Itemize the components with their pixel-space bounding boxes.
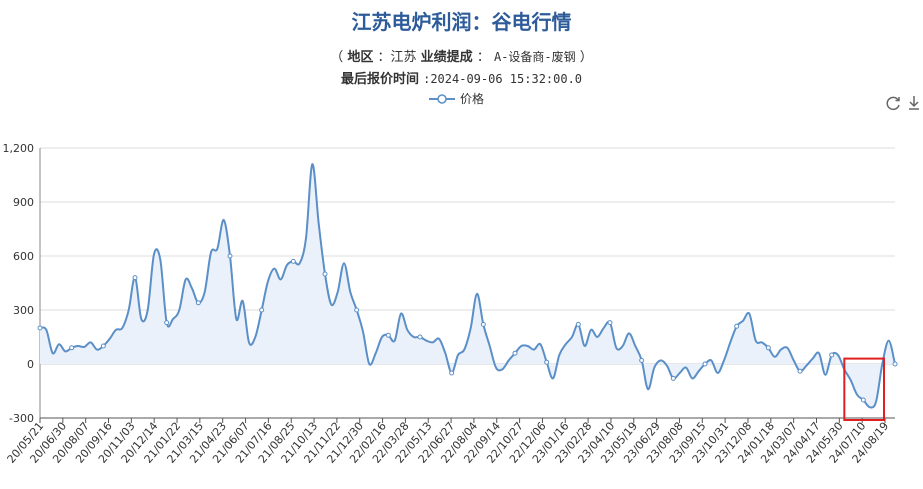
data-point xyxy=(385,332,391,338)
y-tick-label: 600 xyxy=(13,250,34,263)
refresh-icon[interactable] xyxy=(884,94,902,112)
legend-line-marker-icon xyxy=(429,93,455,104)
data-point xyxy=(829,352,835,358)
update-time-label: 最后报价时间 xyxy=(340,72,419,87)
highlight-annotation xyxy=(843,357,886,422)
gridlines xyxy=(40,147,895,419)
series-area xyxy=(40,164,895,408)
data-point xyxy=(607,320,613,326)
data-point xyxy=(544,359,550,365)
data-point xyxy=(37,325,43,331)
data-point xyxy=(797,368,803,374)
legend[interactable]: 价格 xyxy=(428,90,484,107)
data-point xyxy=(290,258,296,264)
legend-label: 价格 xyxy=(460,92,485,106)
subtitle-close: ） xyxy=(579,50,593,65)
y-tick-label: 900 xyxy=(13,196,34,209)
data-point xyxy=(765,345,771,351)
metric-label: 业绩提成 xyxy=(420,50,473,65)
data-point xyxy=(639,357,645,363)
metric-separator: ： xyxy=(476,50,490,65)
highlight-rectangle xyxy=(843,357,886,422)
region-value: ：江苏 xyxy=(377,50,417,65)
x-axis: 20/05/2120/06/3020/08/0720/09/1620/11/03… xyxy=(5,417,895,466)
data-point xyxy=(512,350,518,356)
data-point xyxy=(195,300,201,306)
update-time-value: :2024-09-06 15:32:00.0 xyxy=(423,72,583,86)
data-point xyxy=(132,275,138,281)
chart-title: 江苏电炉利润：谷电行情 xyxy=(351,10,572,34)
data-point xyxy=(100,343,106,349)
subtitle-open: （ xyxy=(330,50,344,65)
y-axis: -300 0 300 600 900 1,200 xyxy=(3,142,41,425)
data-point xyxy=(69,345,75,351)
y-tick-label: 300 xyxy=(13,304,34,317)
data-point xyxy=(164,320,170,326)
y-tick-label: -300 xyxy=(9,412,34,425)
data-point xyxy=(449,370,455,376)
data-point xyxy=(227,253,233,259)
data-point xyxy=(860,397,866,403)
data-point xyxy=(417,334,423,340)
data-point xyxy=(354,307,360,313)
data-point xyxy=(670,375,676,381)
data-point xyxy=(575,321,581,327)
data-point xyxy=(259,307,265,313)
subtitle-line: （ 地区 ：江苏 业绩提成 ： A-设备商-废钢 ） xyxy=(0,46,923,65)
data-point xyxy=(892,361,898,367)
data-point xyxy=(734,323,740,329)
region-label: 地区 xyxy=(347,50,374,65)
update-time-line: 最后报价时间 :2024-09-06 15:32:00.0 xyxy=(0,68,923,87)
download-icon[interactable] xyxy=(908,94,923,112)
series-line xyxy=(39,163,896,409)
data-point xyxy=(702,361,708,367)
data-point xyxy=(480,321,486,327)
metric-value: A-设备商-废钢 xyxy=(493,50,576,64)
series-price xyxy=(37,163,898,409)
y-tick-label: 1,200 xyxy=(3,142,35,155)
data-point xyxy=(322,271,328,277)
y-tick-label: 0 xyxy=(27,358,34,371)
